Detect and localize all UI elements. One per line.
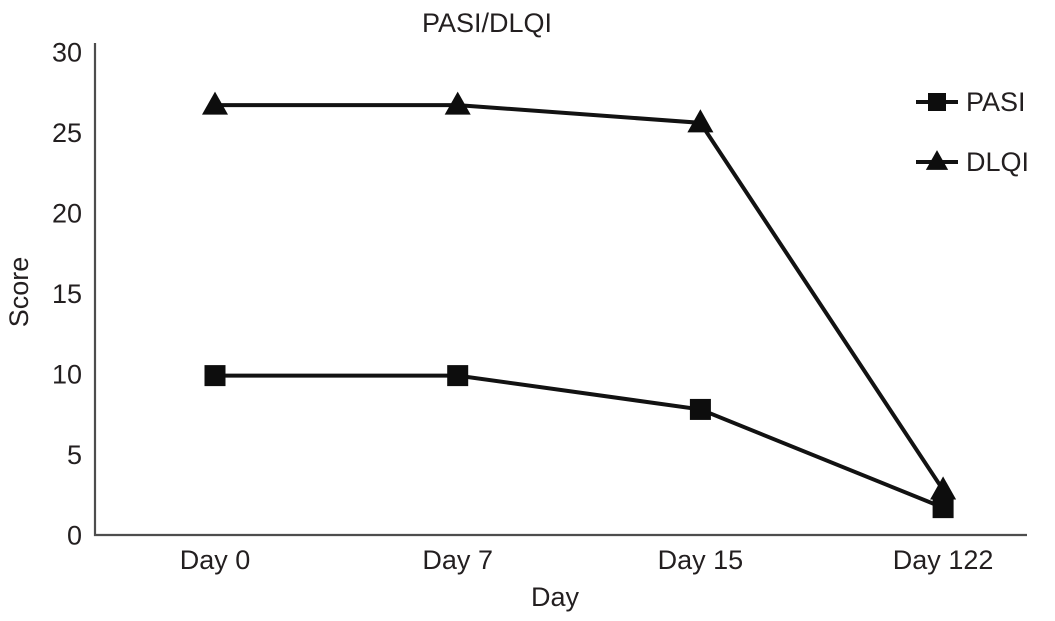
y-axis-title: Score	[4, 257, 34, 328]
marker-triangle-dlqi	[687, 109, 714, 133]
x-tick-label: Day 0	[180, 545, 251, 575]
y-tick-label: 5	[67, 440, 82, 470]
y-tick-label: 30	[52, 38, 82, 68]
x-axis-title: Day	[531, 582, 580, 612]
y-tick-label: 25	[52, 118, 82, 148]
marker-square-pasi	[689, 398, 711, 420]
series-line-pasi	[215, 373, 944, 510]
marker-square-pasi	[932, 497, 954, 519]
x-tick-label: Day 122	[893, 545, 994, 575]
y-tick-label: 15	[52, 279, 82, 309]
marker-square-pasi	[204, 365, 226, 387]
marker-triangle-dlqi	[201, 91, 229, 115]
y-tick-label: 0	[67, 521, 82, 551]
legend-marker-dlqi	[925, 150, 949, 170]
marker-square-pasi	[447, 365, 469, 387]
legend-marker-pasi	[928, 93, 946, 111]
x-tick-label: Day 15	[658, 545, 744, 575]
axes	[93, 43, 1027, 537]
chart-canvas: 0 5 10 15 20 25 30 Day 0 Day 7 Day 15 Day 122 PASI D…	[52, 38, 1029, 576]
legend-label-dlqi: DLQI	[966, 147, 1029, 177]
y-tick-label: 20	[52, 199, 82, 229]
legend-label-pasi: PASI	[966, 87, 1026, 117]
y-tick-label: 10	[52, 360, 82, 390]
x-tick-label: Day 7	[422, 545, 493, 575]
marker-triangle-dlqi	[444, 91, 471, 115]
marker-triangle-dlqi	[930, 476, 957, 500]
series-line-dlqi	[215, 103, 945, 492]
chart-title: PASI/DLQI	[422, 8, 552, 38]
